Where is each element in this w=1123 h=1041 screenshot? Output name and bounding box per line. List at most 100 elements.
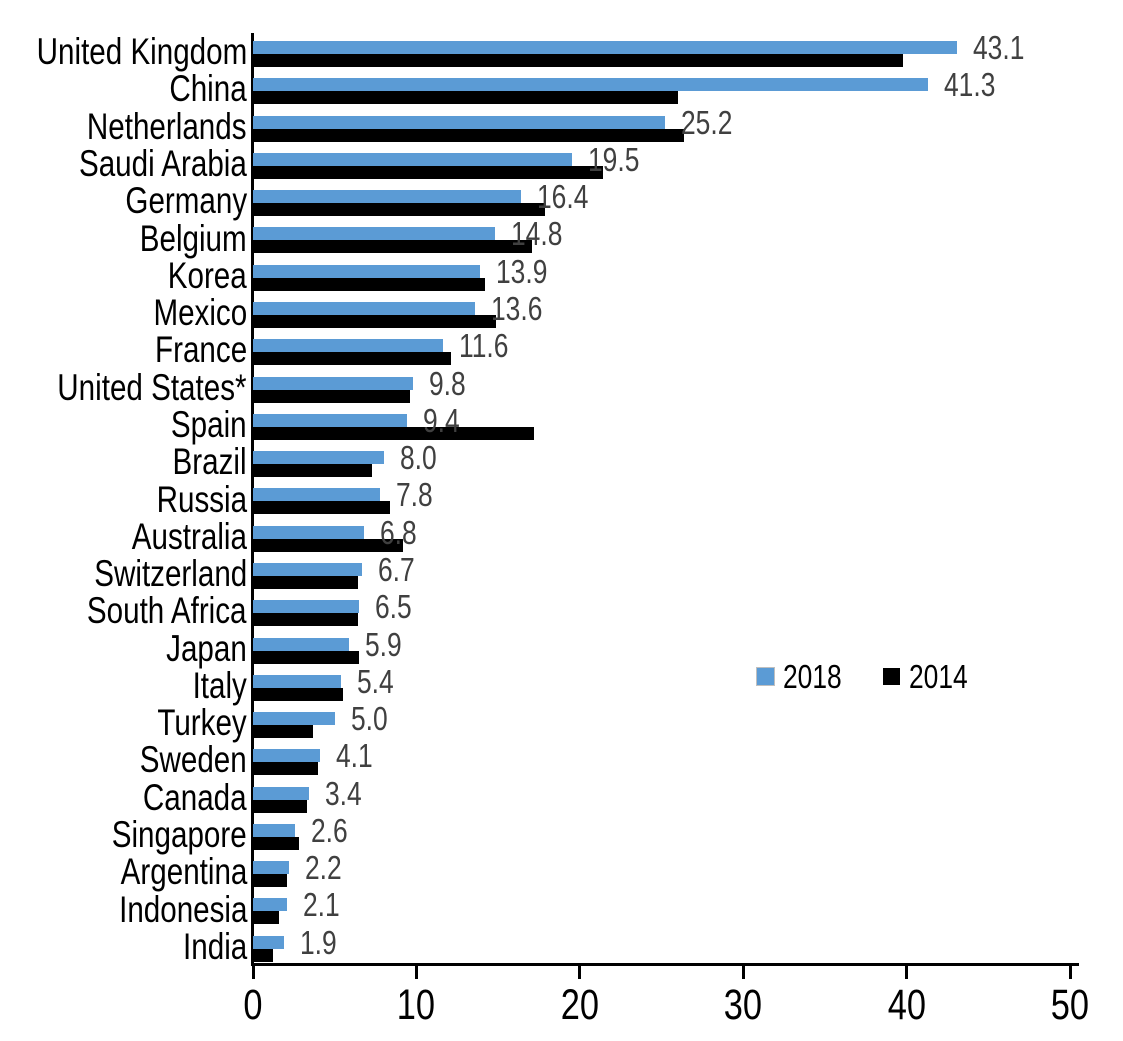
bar-2014 — [253, 277, 486, 291]
bar-2018 — [253, 488, 381, 502]
bar-2018 — [253, 115, 665, 129]
bar-2014 — [253, 836, 299, 850]
category-label: Russia — [156, 478, 247, 520]
chart-row: Germany 16.4 — [0, 178, 1123, 222]
category-label: Spain — [171, 403, 247, 445]
value-label: 9.4 — [422, 401, 460, 439]
chart-row: Canada 3.4 — [0, 774, 1123, 818]
chart-row: Singapore 2.6 — [0, 814, 1123, 856]
chart-row: Belgium 14.8 — [0, 217, 1123, 259]
value-label: 13.9 — [496, 252, 548, 290]
bar-2014 — [253, 874, 288, 888]
category-label: Singapore — [112, 814, 247, 856]
value-label: 5.9 — [365, 625, 403, 663]
chart-row: Italy 5.4 — [0, 662, 1123, 704]
category-label: Sweden — [140, 739, 247, 781]
category-label: Argentina — [120, 851, 247, 893]
bar-2018 — [253, 786, 309, 800]
bar-2014 — [253, 464, 373, 478]
bar-2018 — [253, 339, 443, 353]
value-label: 41.3 — [943, 66, 996, 104]
bar-2014 — [253, 389, 410, 403]
value-label: 5.0 — [350, 700, 388, 738]
bar-2018 — [253, 376, 414, 390]
bar-2018 — [253, 525, 365, 539]
x-axis-line — [251, 963, 1079, 966]
chart-row: Switzerland 6.7 — [0, 550, 1123, 595]
category-label: Indonesia — [118, 888, 247, 930]
bar-2018 — [253, 227, 495, 241]
bar-2014 — [253, 687, 343, 701]
bar-2018 — [253, 637, 350, 651]
chart-row: Netherlands 25.2 — [0, 106, 1123, 145]
chart-row: Russia 7.8 — [0, 478, 1123, 520]
chart-row: United Kingdom 43.1 — [0, 31, 1123, 73]
chart-row: South Africa 6.5 — [0, 588, 1123, 632]
legend-label-2018: 2018 — [783, 658, 842, 695]
value-label: 16.4 — [536, 178, 589, 216]
value-label: 6.8 — [380, 513, 417, 551]
value-label: 8.0 — [399, 439, 437, 477]
bar-2014 — [253, 54, 904, 67]
category-label: Switzerland — [93, 553, 247, 595]
bar-2018 — [253, 935, 285, 949]
category-label: South Africa — [87, 590, 247, 632]
bar-2018 — [253, 861, 289, 875]
bar-2018 — [253, 78, 928, 92]
legend-swatch-2014-icon — [883, 668, 901, 685]
bar-2014 — [253, 426, 535, 440]
category-label: Turkey — [157, 702, 247, 744]
bar-2014 — [253, 352, 451, 366]
bar-2018 — [253, 413, 407, 427]
chart-row: Mexico 13.6 — [0, 292, 1123, 334]
bar-2014 — [253, 725, 314, 739]
bar-2018 — [253, 898, 288, 912]
bar-2018 — [253, 823, 296, 837]
bar-2014 — [253, 203, 546, 217]
x-tick — [414, 966, 418, 979]
value-label: 5.4 — [357, 662, 394, 700]
bar-2018 — [253, 264, 481, 278]
chart-row: India 1.9 — [0, 923, 1123, 965]
chart-row: United States* 9.8 — [0, 364, 1123, 408]
bar-2014 — [253, 240, 533, 254]
value-label: 9.8 — [429, 364, 466, 402]
y-axis-line — [251, 33, 254, 966]
category-label: China — [169, 68, 247, 110]
value-label: 11.6 — [458, 327, 508, 365]
bar-2018 — [253, 712, 335, 726]
category-label: Canada — [143, 776, 247, 818]
bar-2014 — [253, 314, 497, 328]
bar-2018 — [253, 41, 958, 54]
chart-row: France 11.6 — [0, 327, 1123, 368]
value-label: 3.4 — [324, 774, 362, 812]
value-label: 1.9 — [300, 923, 337, 961]
legend-swatch-2018-icon — [756, 667, 775, 686]
value-label: 6.7 — [378, 550, 416, 588]
category-label: Germany — [125, 180, 247, 222]
bar-2018 — [253, 674, 342, 688]
category-label: Mexico — [153, 292, 247, 334]
category-label: Australia — [131, 515, 247, 557]
bar-2014 — [253, 650, 360, 664]
category-label: United Kingdom — [36, 31, 247, 73]
value-label: 6.5 — [375, 588, 412, 626]
category-label: United States* — [57, 366, 247, 408]
value-label: 19.5 — [587, 140, 640, 178]
category-label: Belgium — [140, 217, 247, 259]
chart-row: Brazil 8.0 — [0, 439, 1123, 480]
chart-row: Australia 6.8 — [0, 513, 1123, 557]
category-label: Korea — [168, 254, 247, 296]
bar-2014 — [253, 91, 678, 105]
bar-2018 — [253, 152, 572, 166]
legend-item-2018: 2018 — [756, 658, 856, 695]
x-tick — [1068, 966, 1072, 979]
chart-row: Korea 13.9 — [0, 252, 1123, 296]
chart-row: China 41.3 — [0, 66, 1123, 110]
x-tick — [578, 966, 582, 979]
bar-2018 — [253, 451, 384, 465]
x-tick — [905, 966, 909, 979]
bar-2014 — [253, 948, 273, 962]
chart-row: Japan 5.9 — [0, 625, 1123, 667]
bar-2018 — [253, 301, 476, 315]
